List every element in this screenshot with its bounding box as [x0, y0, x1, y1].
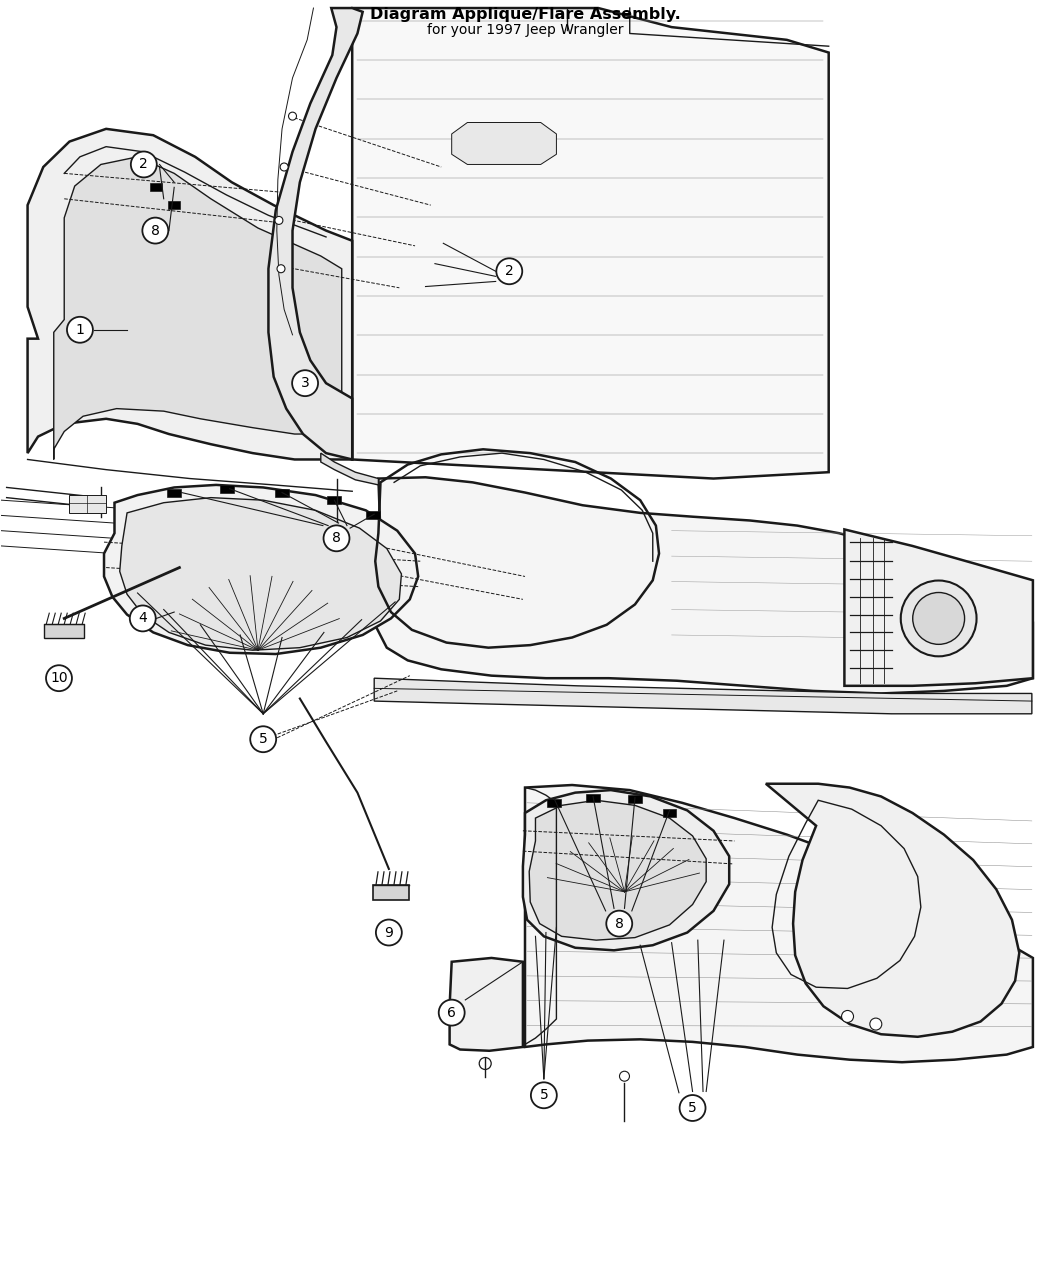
Bar [366, 511, 380, 519]
Text: 8: 8 [151, 223, 160, 237]
Text: for your 1997 Jeep Wrangler: for your 1997 Jeep Wrangler [426, 23, 624, 37]
Bar [275, 488, 289, 496]
Bar [150, 184, 163, 191]
Text: 4: 4 [139, 612, 147, 626]
Polygon shape [523, 790, 729, 950]
Text: 6: 6 [447, 1006, 456, 1020]
Circle shape [679, 1095, 706, 1121]
Circle shape [912, 593, 965, 644]
Bar [219, 484, 233, 492]
Polygon shape [374, 678, 1032, 714]
Text: 2: 2 [140, 157, 148, 171]
Circle shape [292, 370, 318, 397]
Polygon shape [452, 122, 556, 164]
Bar [628, 796, 642, 803]
Circle shape [143, 218, 168, 244]
Polygon shape [525, 785, 1033, 1062]
Polygon shape [27, 129, 352, 459]
Polygon shape [104, 484, 418, 654]
Text: 3: 3 [300, 376, 310, 390]
Circle shape [479, 1057, 491, 1070]
Text: 1: 1 [76, 323, 84, 337]
Polygon shape [449, 958, 523, 1051]
Circle shape [606, 910, 632, 937]
Polygon shape [529, 801, 707, 940]
Circle shape [130, 606, 155, 631]
Text: 10: 10 [50, 671, 68, 685]
Bar [167, 488, 182, 496]
Circle shape [439, 1000, 465, 1025]
Polygon shape [844, 529, 1033, 686]
Text: 5: 5 [688, 1102, 697, 1116]
Circle shape [67, 316, 92, 343]
Text: 9: 9 [384, 926, 394, 940]
Circle shape [323, 525, 350, 551]
Circle shape [280, 163, 288, 171]
Text: 2: 2 [505, 264, 513, 278]
Bar [547, 799, 562, 807]
Polygon shape [120, 497, 401, 650]
Text: 5: 5 [540, 1089, 548, 1103]
Polygon shape [321, 453, 378, 484]
Circle shape [277, 265, 285, 273]
Text: 8: 8 [332, 532, 341, 546]
Circle shape [620, 1071, 629, 1081]
Circle shape [275, 217, 282, 224]
Text: 5: 5 [258, 732, 268, 746]
Circle shape [250, 727, 276, 752]
Bar [586, 794, 600, 802]
Polygon shape [765, 784, 1020, 1037]
Polygon shape [374, 477, 1033, 694]
Bar [328, 496, 341, 504]
Circle shape [497, 259, 522, 284]
Circle shape [376, 919, 402, 946]
Polygon shape [69, 495, 106, 513]
Polygon shape [352, 8, 828, 478]
Bar [373, 885, 408, 900]
Bar [168, 201, 181, 209]
Bar [44, 625, 84, 638]
Bar [663, 810, 676, 817]
Circle shape [841, 1011, 854, 1023]
Circle shape [131, 152, 156, 177]
Text: Diagram Applique/Flare Assembly.: Diagram Applique/Flare Assembly. [370, 6, 680, 22]
Polygon shape [269, 8, 362, 459]
Circle shape [869, 1019, 882, 1030]
Polygon shape [54, 157, 341, 459]
Circle shape [46, 666, 72, 691]
Circle shape [289, 112, 296, 120]
Text: 8: 8 [615, 917, 624, 931]
Circle shape [901, 580, 976, 657]
Circle shape [531, 1082, 556, 1108]
